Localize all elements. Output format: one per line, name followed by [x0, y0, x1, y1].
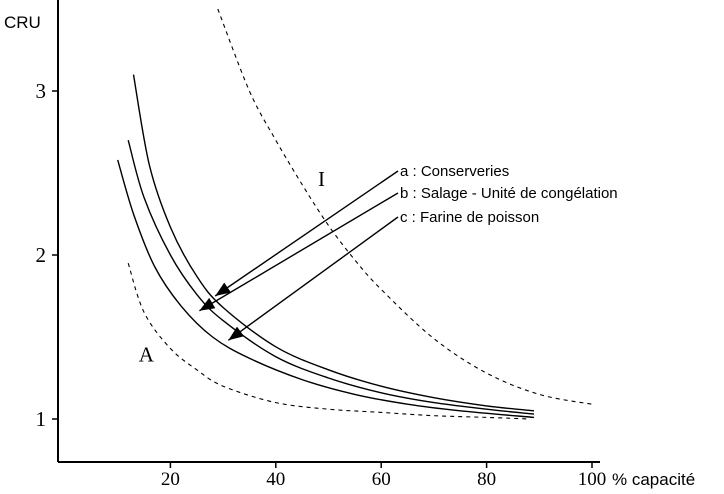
y-tick-label: 3: [36, 79, 47, 103]
legend-layer: a : Conserveries b : Salage - Unité de co…: [199, 163, 618, 341]
legend-arrowhead: [199, 297, 216, 311]
series-line-a-dashed: [127, 263, 529, 420]
region-label: I: [318, 167, 325, 191]
ticks-layer: 20 40 60 80 100 1 2 3: [36, 79, 607, 490]
legend-entry: b : Salage - Unité de congélation: [400, 185, 618, 202]
x-axis-label: % capacité: [612, 470, 695, 489]
y-tick-label: 2: [36, 243, 47, 267]
region-label: A: [139, 343, 155, 367]
x-tick-label: 100: [578, 469, 607, 490]
x-tick-label: 20: [161, 469, 180, 490]
legend-entry: c : Farine de poisson: [400, 209, 539, 226]
series-layer: [117, 8, 593, 420]
series-line-i: [217, 8, 593, 405]
legend-arrowhead: [228, 326, 244, 341]
legend-leader-line: [199, 192, 399, 312]
legend-leader-line: [214, 170, 399, 297]
x-tick-label: 40: [266, 469, 285, 490]
legend-entry: a : Conserveries: [400, 163, 509, 180]
series-line-b: [127, 140, 535, 415]
legend-leader-line: [227, 216, 399, 341]
series-line-a: [132, 74, 535, 412]
y-tick-label: 1: [36, 407, 47, 431]
x-tick-label: 80: [477, 469, 496, 490]
x-tick-label: 60: [372, 469, 391, 490]
series-line-c: [117, 159, 535, 419]
legend-arrowhead: [215, 282, 231, 296]
y-axis-label: CRU: [4, 13, 41, 32]
region-labels-layer: IA: [139, 167, 325, 366]
